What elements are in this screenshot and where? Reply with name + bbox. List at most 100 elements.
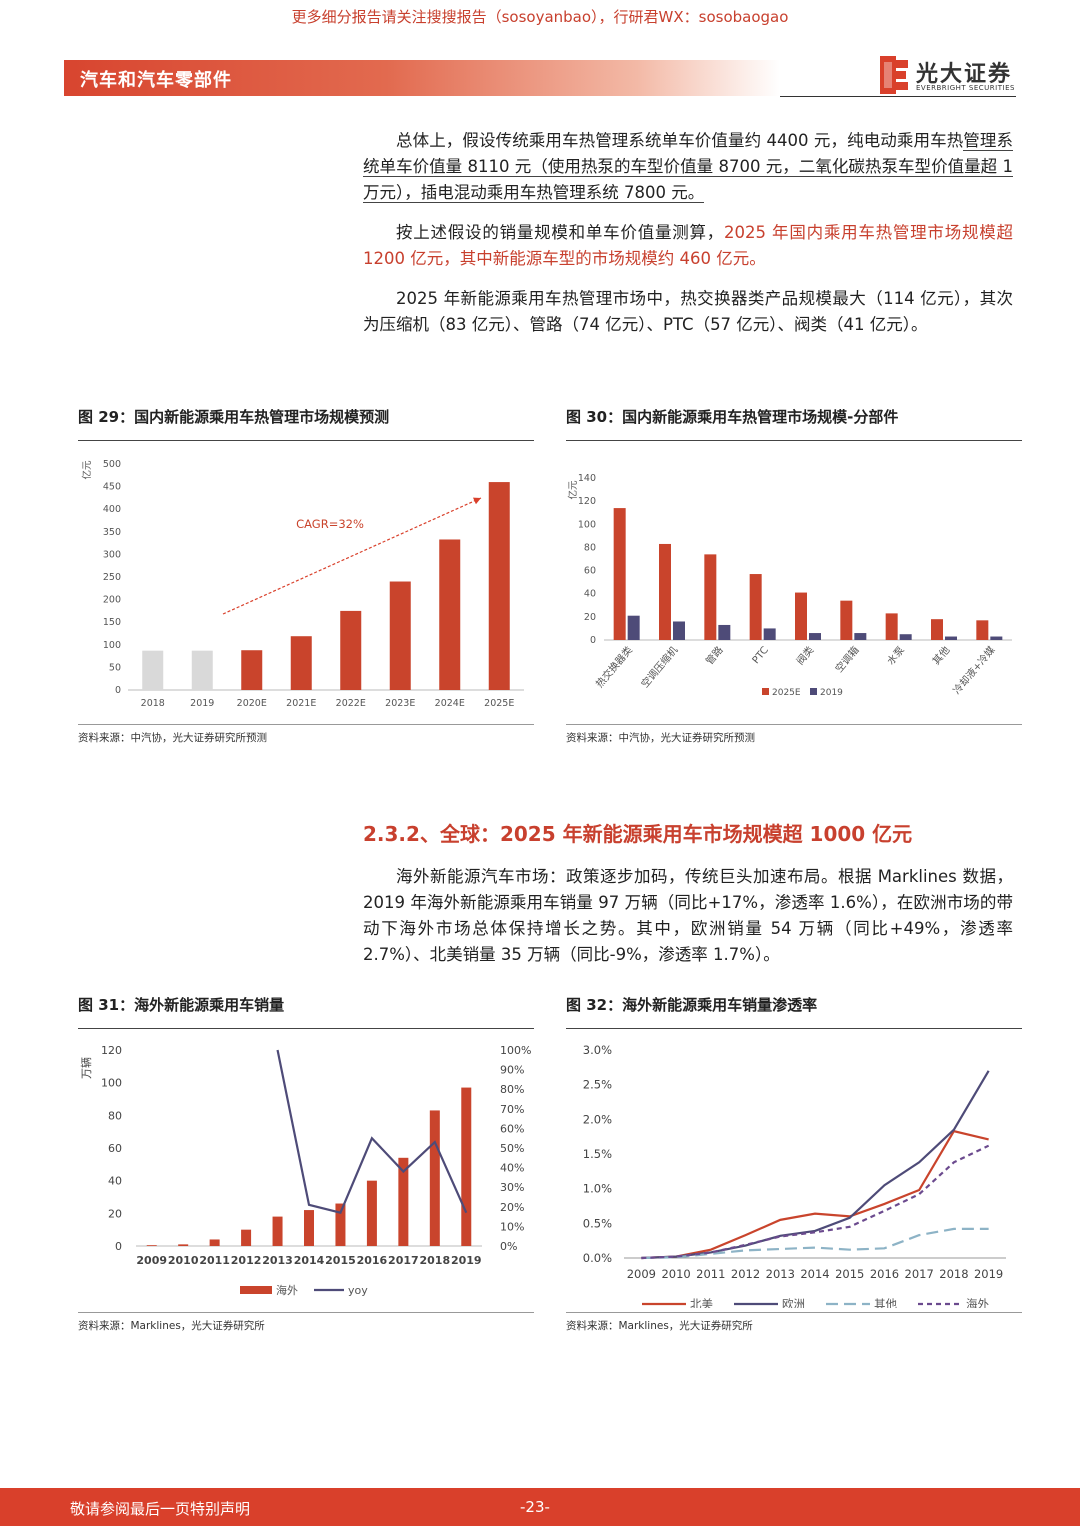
fig31-y2tick-label: 0% — [500, 1240, 517, 1253]
paragraph-2-highlight: 2025 年国内乘用车热管理市场规模超 1200 亿元，其中新能源车型的市场规模… — [363, 223, 1013, 268]
fig31-bar — [272, 1216, 283, 1246]
fig30-ytick-label: 100 — [578, 519, 596, 530]
fig31-y2tick-label: 90% — [500, 1064, 524, 1077]
fig30-bar-2025E — [976, 620, 989, 640]
fig31-ytick-label: 80 — [108, 1109, 122, 1122]
fig31-y2tick-label: 50% — [500, 1142, 524, 1155]
fig32-ytick-label: 1.0% — [583, 1182, 612, 1196]
fig31-xtick-label: 2011 — [199, 1254, 230, 1267]
fig31-y2tick-label: 30% — [500, 1181, 524, 1194]
fig29-rule — [78, 440, 534, 441]
fig31-xtick-label: 2010 — [168, 1254, 199, 1267]
fig31-xtick-label: 2014 — [294, 1254, 325, 1267]
fig29-ytick-label: 50 — [109, 662, 121, 673]
fig32-line-其他 — [641, 1227, 989, 1260]
fig30-xtick-label: 热交换器类 — [593, 644, 635, 691]
fig31-bar — [398, 1157, 409, 1246]
header-rule — [780, 96, 1016, 97]
fig30-bar-2019 — [854, 633, 867, 640]
fig29-xtick-label: 2022E — [336, 698, 366, 709]
fig31-bar — [146, 1245, 157, 1246]
fig30-ylabel: 亿元 — [567, 480, 579, 500]
paragraph-1: 总体上，假设传统乘用车热管理系统单车价值量约 4400 元，纯电动乘用车热管理系… — [363, 128, 1013, 206]
fig31-bar — [178, 1244, 189, 1246]
paragraph-4: 海外新能源汽车市场：政策逐步加码，传统巨头加速布局。根据 Marklines 数… — [363, 867, 1013, 964]
fig31-xtick-label: 2018 — [420, 1254, 451, 1267]
fig30-ytick-label: 80 — [584, 542, 596, 553]
fig32-xtick-label: 2013 — [766, 1267, 795, 1281]
fig31-bar — [304, 1210, 314, 1246]
fig30-source: 资料来源：中汽协，光大证券研究所预测 — [566, 732, 755, 744]
fig31-xtick-label: 2015 — [325, 1254, 356, 1267]
fig32-ytick-label: 2.0% — [583, 1112, 612, 1126]
fig32-line-欧洲 — [641, 1070, 990, 1260]
fig30-ytick-label: 60 — [584, 566, 596, 577]
fig32-xtick-label: 2018 — [939, 1267, 968, 1281]
footer-disclaimer: 敬请参阅最后一页特别声明 — [70, 1500, 251, 1518]
fig32-xtick-label: 2017 — [905, 1267, 934, 1281]
fig29-bar — [191, 650, 213, 690]
fig29-ytick-label: 0 — [115, 685, 121, 696]
fig29-cagr-arrow — [222, 497, 482, 615]
fig30-bar-2025E — [659, 543, 671, 640]
fig32-line-北美 — [641, 1129, 989, 1260]
fig32-rule — [566, 1028, 1022, 1029]
fig30-xtick-label: 空调箱 — [832, 644, 861, 675]
fig30-legend-label: 2019 — [820, 688, 843, 698]
fig30-xtick-label: 冷却液+冷媒 — [950, 644, 997, 697]
fig31-rule — [78, 1028, 534, 1029]
fig31-bottom-rule — [78, 1312, 534, 1313]
fig31-title: 图 31：海外新能源乘用车销量 — [78, 996, 285, 1014]
fig32-line-海外 — [641, 1144, 990, 1260]
fig29-ytick-label: 150 — [103, 617, 121, 628]
fig32-xtick-label: 2019 — [974, 1267, 1003, 1281]
fig29-title: 图 29：国内新能源乘用车热管理市场规模预测 — [78, 408, 390, 426]
fig29-bar — [439, 539, 461, 690]
fig29-ylabel: 亿元 — [81, 460, 93, 480]
fig29-bar — [142, 650, 164, 690]
fig31-bar — [461, 1087, 472, 1246]
fig31-legend-label: 海外 — [276, 1283, 298, 1297]
fig32-xtick-label: 2012 — [731, 1267, 760, 1281]
fig29-ytick-label: 500 — [103, 459, 121, 470]
fig29-cagr-label: CAGR=32% — [296, 517, 364, 531]
fig30-ytick-label: 120 — [578, 496, 596, 507]
fig30-bar-2025E — [885, 613, 898, 640]
fig31-xtick-label: 2019 — [451, 1254, 482, 1267]
fig30-bar-2019 — [990, 636, 1003, 640]
fig30-bar-2025E — [840, 600, 853, 640]
fig31-chart: 0 20 40 60 80 100 120 0% 10% 20% 30% 40% 50% 60% 70% 80… — [79, 1044, 531, 1297]
fig32-legend-label: 北美 — [690, 1297, 713, 1308]
paragraph-1-line-b: 管理系统单车价值量 8110 元（使用热泵的车型价值量 8700 元，二氧化碳热… — [363, 131, 1013, 177]
fig31-bar — [209, 1239, 220, 1246]
fig32-bottom-rule — [566, 1312, 1022, 1313]
fig30-xtick-label: 管路 — [703, 644, 726, 668]
fig32-source: 资料来源：Marklines，光大证券研究所 — [566, 1320, 753, 1332]
fig29-xtick-label: 2021E — [286, 698, 316, 709]
fig30-bar-2019 — [809, 633, 821, 640]
fig29-chart: 0 50 100 150 200 250 300 350 400 450 500 亿元 2018 2019… — [81, 459, 524, 709]
fig31-ytick-label: 120 — [101, 1044, 122, 1057]
fig32-chart: 0.0% 0.5% 1.0% 1.5% 2.0% 2.5% 3.0% 2009 2010 2011… — [583, 1043, 1006, 1308]
fig30-legend-label: 2025E — [772, 688, 801, 698]
fig30-bar-2019 — [673, 621, 685, 640]
fig32-xtick-label: 2011 — [696, 1267, 725, 1281]
fig31-xtick-label: 2012 — [231, 1254, 262, 1267]
fig29-bar — [241, 650, 263, 690]
fig32-legend-label: 欧洲 — [782, 1297, 805, 1308]
fig30-bar-2025E — [613, 508, 626, 640]
fig30-bar-2025E — [931, 619, 943, 640]
brand-logo-icon — [880, 56, 908, 94]
fig32-xtick-label: 2015 — [835, 1267, 864, 1281]
fig31-bar — [241, 1229, 252, 1246]
footer-band — [0, 1488, 1080, 1526]
fig30-bar-2025E — [749, 574, 762, 640]
fig32-ytick-label: 2.5% — [583, 1078, 612, 1092]
paragraph-3: 2025 年新能源乘用车热管理市场中，热交换器类产品规模最大（114 亿元），其… — [363, 289, 1013, 334]
fig31-yoy-line — [276, 1049, 468, 1214]
fig29-xtick-label: 2023E — [385, 698, 415, 709]
fig30-legend-swatch — [762, 688, 769, 695]
fig30-xtick-label: 其他 — [929, 644, 952, 668]
fig30-xtick-label: 空调压缩机 — [638, 644, 680, 691]
